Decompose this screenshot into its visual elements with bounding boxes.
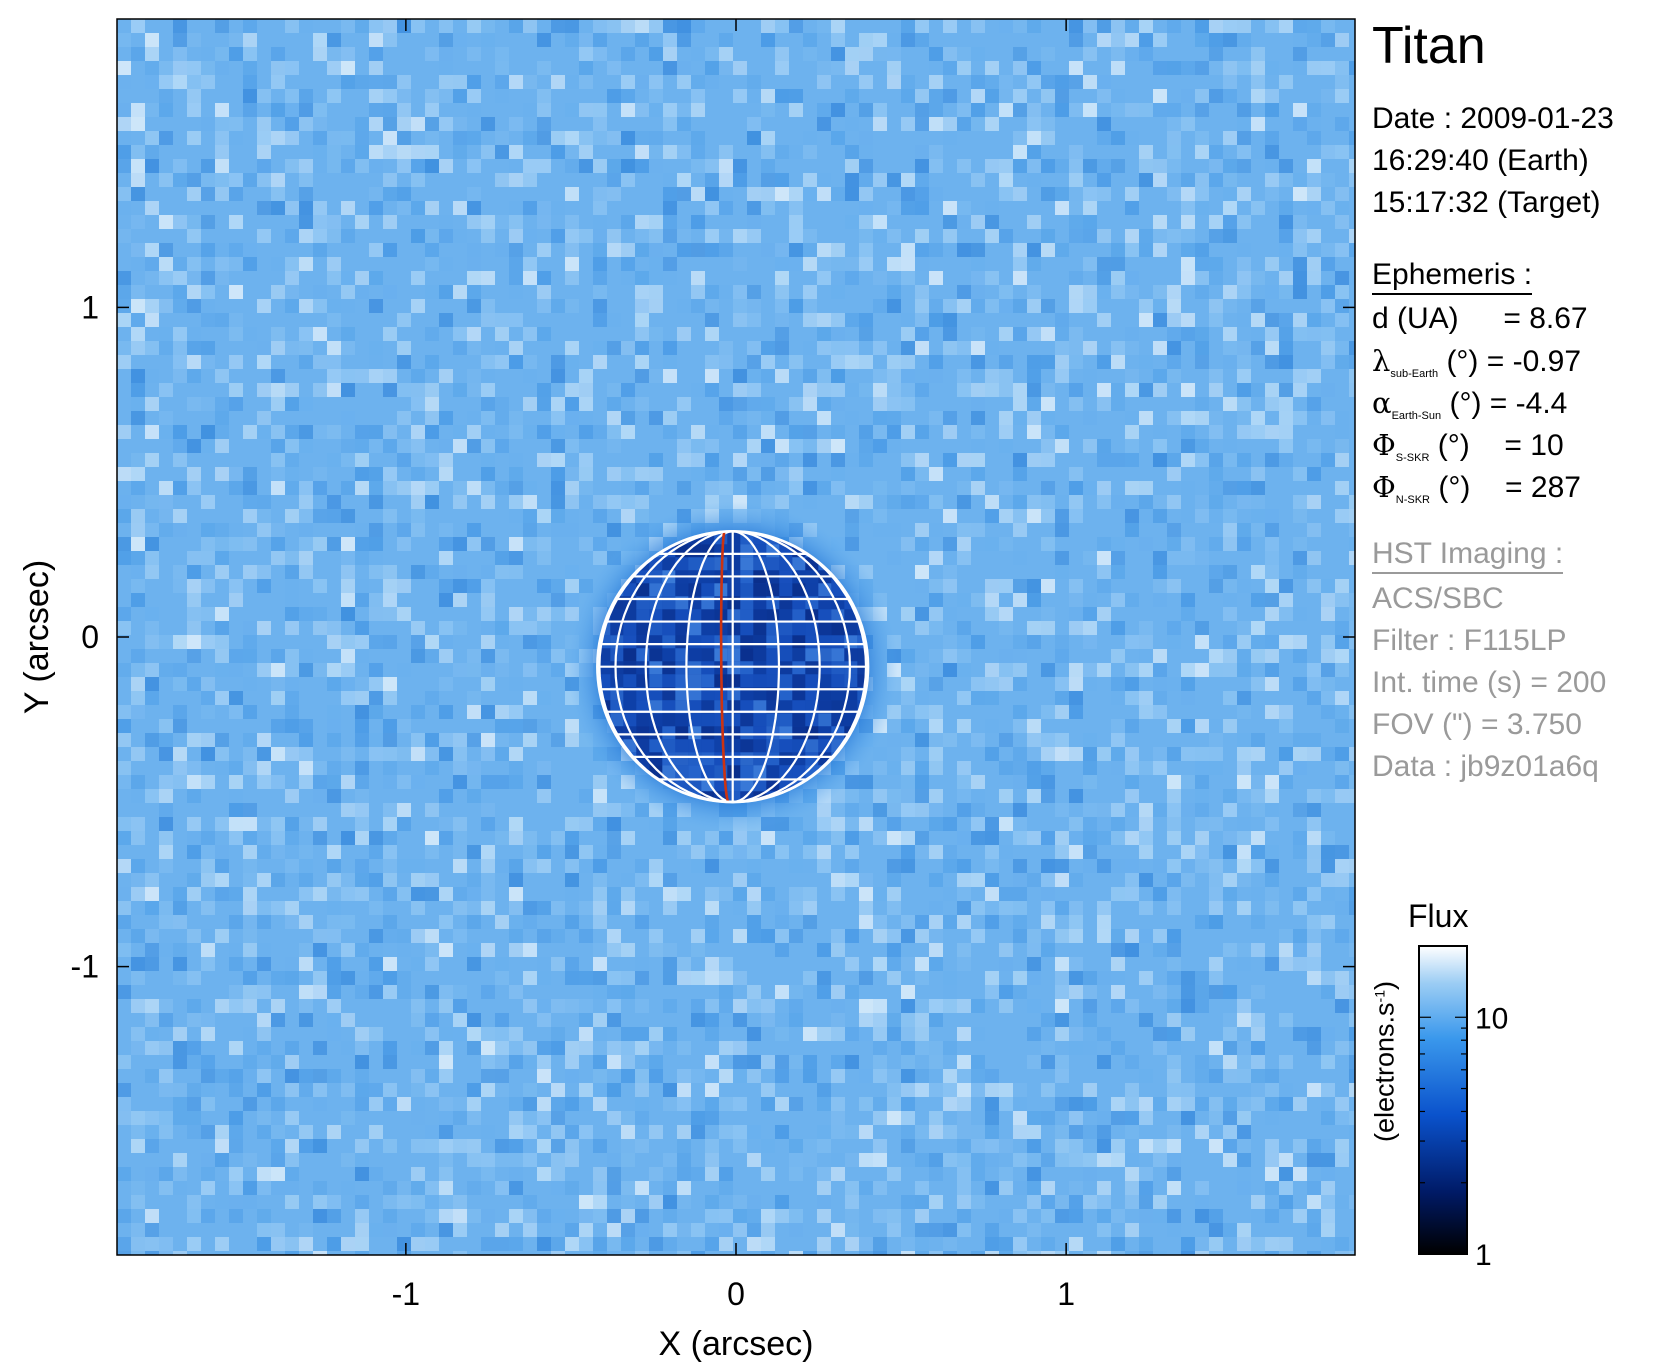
y-tick-label: -1	[71, 949, 99, 985]
colorbar-ticks: 1 10	[1419, 945, 1508, 1272]
fov-line: FOV (") = 3.750	[1372, 708, 1582, 741]
longitude-line	[732, 530, 821, 804]
instrument-heading-text: HST Imaging :	[1372, 537, 1564, 574]
phi-n-value: = 287	[1505, 471, 1581, 504]
phi-n-row: ΦN-SKR (°) = 287	[1372, 469, 1581, 518]
data-id-line: Data : jb9z01a6q	[1372, 750, 1599, 783]
longitude-line	[644, 530, 733, 804]
x-tick-label: -1	[392, 1276, 420, 1312]
phi-n-symbol: Φ	[1372, 470, 1396, 504]
colorbar	[1418, 945, 1468, 1255]
y-axis-label: Y (arcsec)	[18, 560, 56, 714]
longitude-line	[685, 530, 733, 804]
lambda-row: λsub-Earth (°) = -0.97	[1372, 343, 1581, 392]
lambda-symbol: λ	[1372, 344, 1391, 378]
alpha-value: = -4.4	[1489, 387, 1568, 420]
lambda-subscript: sub-Earth	[1390, 368, 1439, 380]
phi-s-row: ΦS-SKR (°) = 10	[1372, 427, 1564, 476]
longitude-line	[732, 530, 781, 804]
phi-s-symbol: Φ	[1372, 428, 1396, 462]
x-tick-label: 1	[1057, 1276, 1075, 1312]
alpha-unit: (°)	[1449, 387, 1482, 420]
disk-limb	[596, 530, 870, 804]
central-meridian	[719, 530, 730, 804]
target-title: Titan	[1372, 17, 1486, 75]
phi-n-subscript: N-SKR	[1395, 494, 1431, 506]
distance-label: d (UA)	[1372, 302, 1459, 335]
ephemeris-heading-text: Ephemeris :	[1372, 258, 1533, 295]
axes: -1 0 1 1 0 -1	[71, 19, 1355, 1312]
colorbar-unit-close: )	[1369, 981, 1400, 990]
y-tick-label: 0	[81, 619, 99, 655]
distance-value: = 8.67	[1503, 302, 1588, 335]
alpha-subscript: Earth-Sun	[1391, 410, 1442, 422]
alpha-row: αEarth-Sun (°) = -4.4	[1372, 385, 1567, 434]
phi-s-subscript: S-SKR	[1395, 452, 1430, 464]
alpha-symbol: α	[1372, 386, 1392, 420]
lambda-value: = -0.97	[1486, 345, 1581, 378]
target-time: 15:17:32 (Target)	[1372, 186, 1601, 219]
x-axis-label: X (arcsec)	[659, 1325, 814, 1363]
x-tick-label: 0	[727, 1276, 745, 1312]
instrument-heading: HST Imaging :	[1372, 536, 1564, 574]
instrument-name: ACS/SBC	[1372, 582, 1504, 615]
flux-image	[117, 19, 1355, 1255]
colorbar-tick-label: 10	[1475, 1002, 1508, 1035]
date-line: Date : 2009-01-23	[1372, 102, 1614, 135]
colorbar-title: Flux	[1408, 898, 1469, 934]
lambda-unit: (°)	[1446, 345, 1479, 378]
colorbar-unit-main: (electrons.s	[1369, 1002, 1400, 1143]
colorbar-unit-sup: -1	[1371, 990, 1388, 1003]
int-time-line: Int. time (s) = 200	[1372, 666, 1607, 699]
phi-n-unit: (°)	[1438, 471, 1471, 504]
longitude-line	[614, 530, 733, 804]
filter-line: Filter : F115LP	[1372, 624, 1567, 657]
y-tick-label: 1	[81, 289, 99, 325]
ephemeris-heading: Ephemeris :	[1372, 257, 1533, 295]
phi-s-unit: (°)	[1437, 429, 1470, 462]
longitude-line	[732, 530, 852, 804]
lat-lon-grid	[596, 530, 870, 804]
phi-s-value: = 10	[1504, 429, 1564, 462]
distance-row: d (UA) = 8.67	[1372, 301, 1588, 337]
colorbar-unit: (electrons.s-1)	[1370, 957, 1401, 1167]
colorbar-tick-label: 1	[1475, 1239, 1492, 1272]
earth-time: 16:29:40 (Earth)	[1372, 144, 1589, 177]
